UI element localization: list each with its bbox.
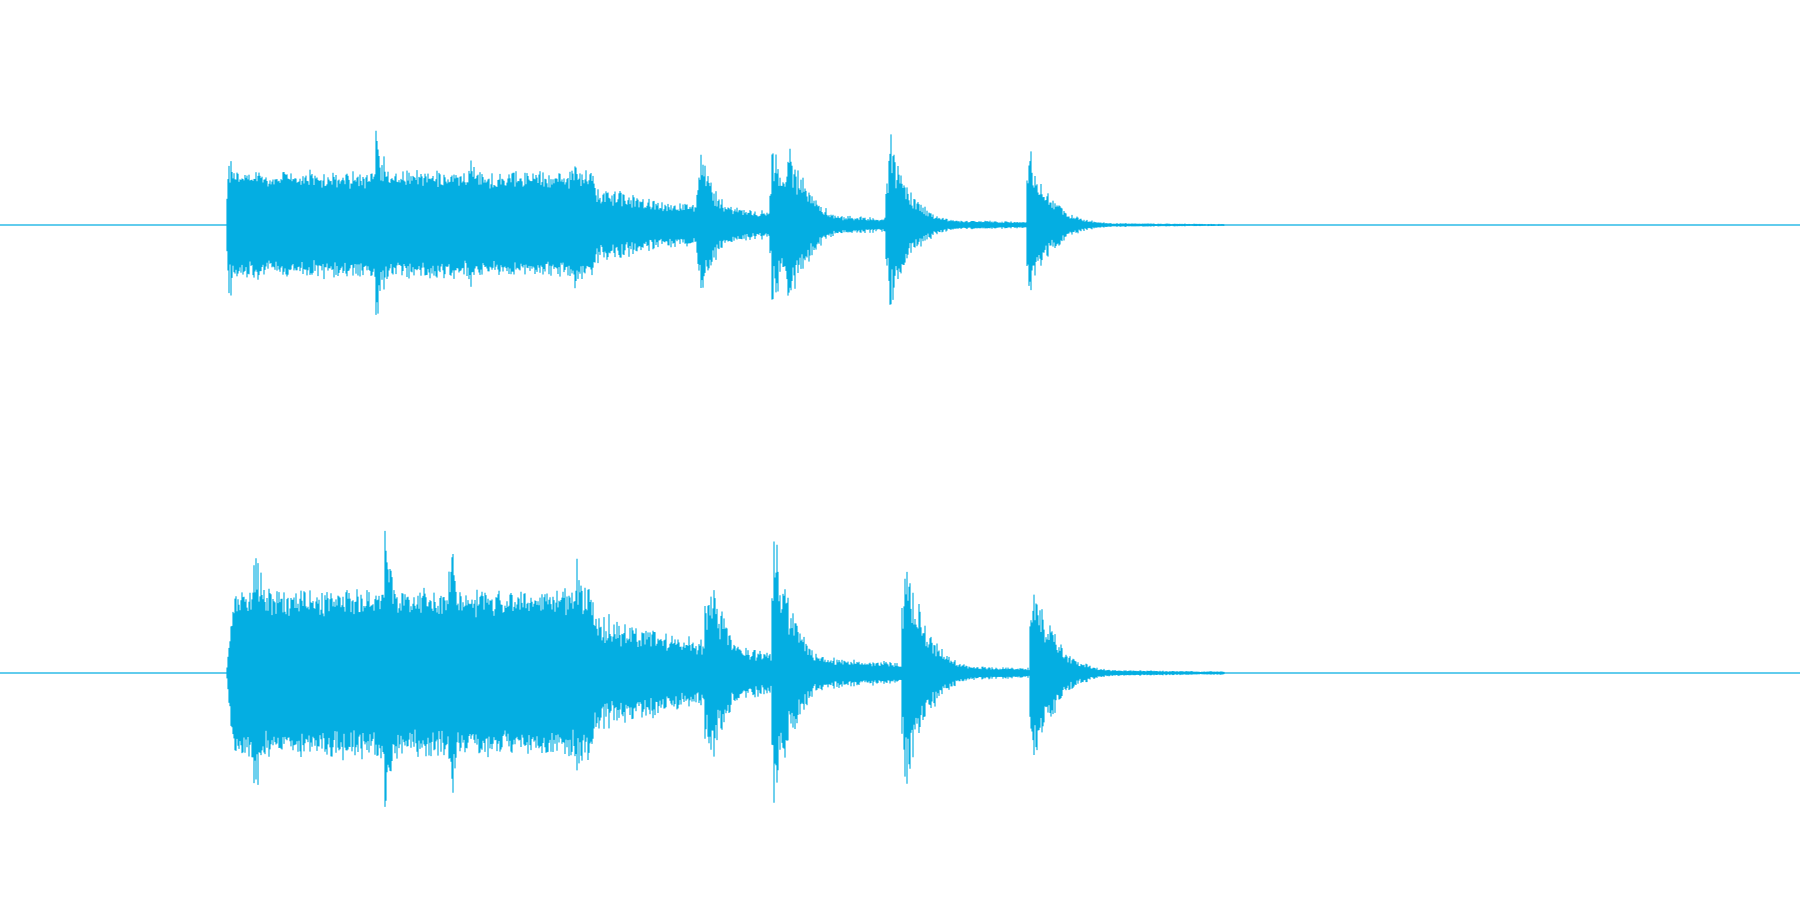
channel-1-samples <box>226 130 1225 315</box>
channel-1-waveform <box>0 130 1800 315</box>
channel-2-samples <box>226 530 1225 807</box>
channel-2-waveform <box>0 530 1800 807</box>
